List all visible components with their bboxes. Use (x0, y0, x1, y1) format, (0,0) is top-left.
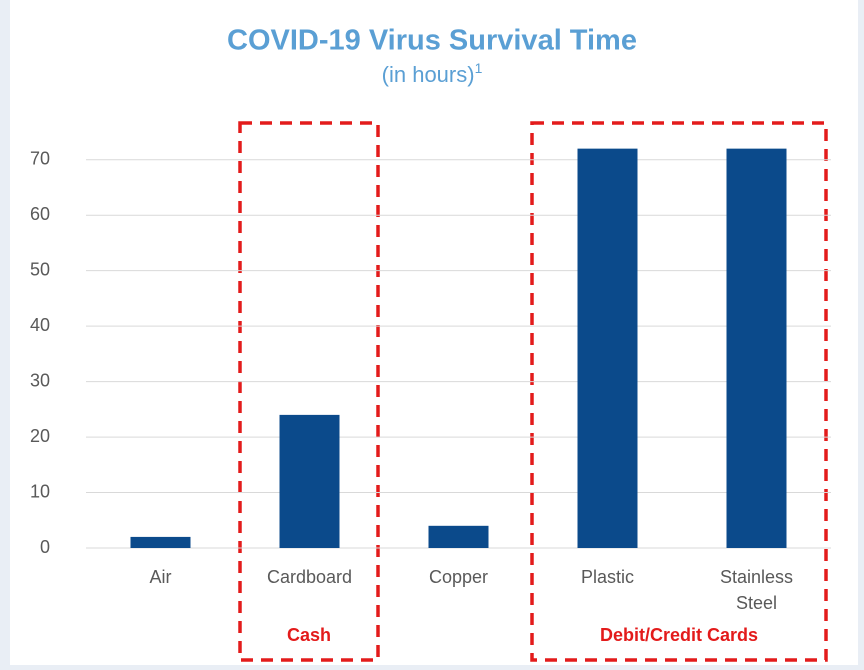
x-tick-label: Stainless Steel (719, 567, 794, 613)
x-tick-label: Cardboard (266, 567, 353, 587)
annotation: Debit/Credit Cards (600, 625, 758, 645)
annotation: Cash (287, 625, 331, 645)
subtitle-text: (in hours) (382, 62, 475, 87)
bar (726, 148, 787, 548)
y-tick-label: 70 (30, 148, 50, 168)
x-tick-label: Copper (428, 567, 489, 587)
cash-box (238, 121, 380, 662)
cards-box (530, 121, 828, 662)
y-tick-label: 10 (30, 481, 50, 501)
y-tick-label: 0 (40, 537, 50, 557)
y-tick-label: 60 (30, 204, 50, 224)
x-tick-label: Air (149, 567, 172, 587)
chart-subtitle: (in hours)1 (382, 60, 483, 87)
chart-panel (10, 0, 858, 665)
y-tick-label: 30 (30, 370, 50, 390)
y-tick-label: 20 (30, 426, 50, 446)
bar (577, 148, 638, 548)
x-tick-label: Plastic (580, 567, 634, 587)
y-tick-label: 50 (30, 259, 50, 279)
chart-title: COVID-19 Virus Survival Time (227, 25, 637, 57)
bar (279, 414, 340, 548)
y-tick-label: 40 (30, 315, 50, 335)
footnote-marker: 1 (475, 60, 483, 76)
bar (428, 525, 489, 548)
bar (130, 536, 191, 548)
